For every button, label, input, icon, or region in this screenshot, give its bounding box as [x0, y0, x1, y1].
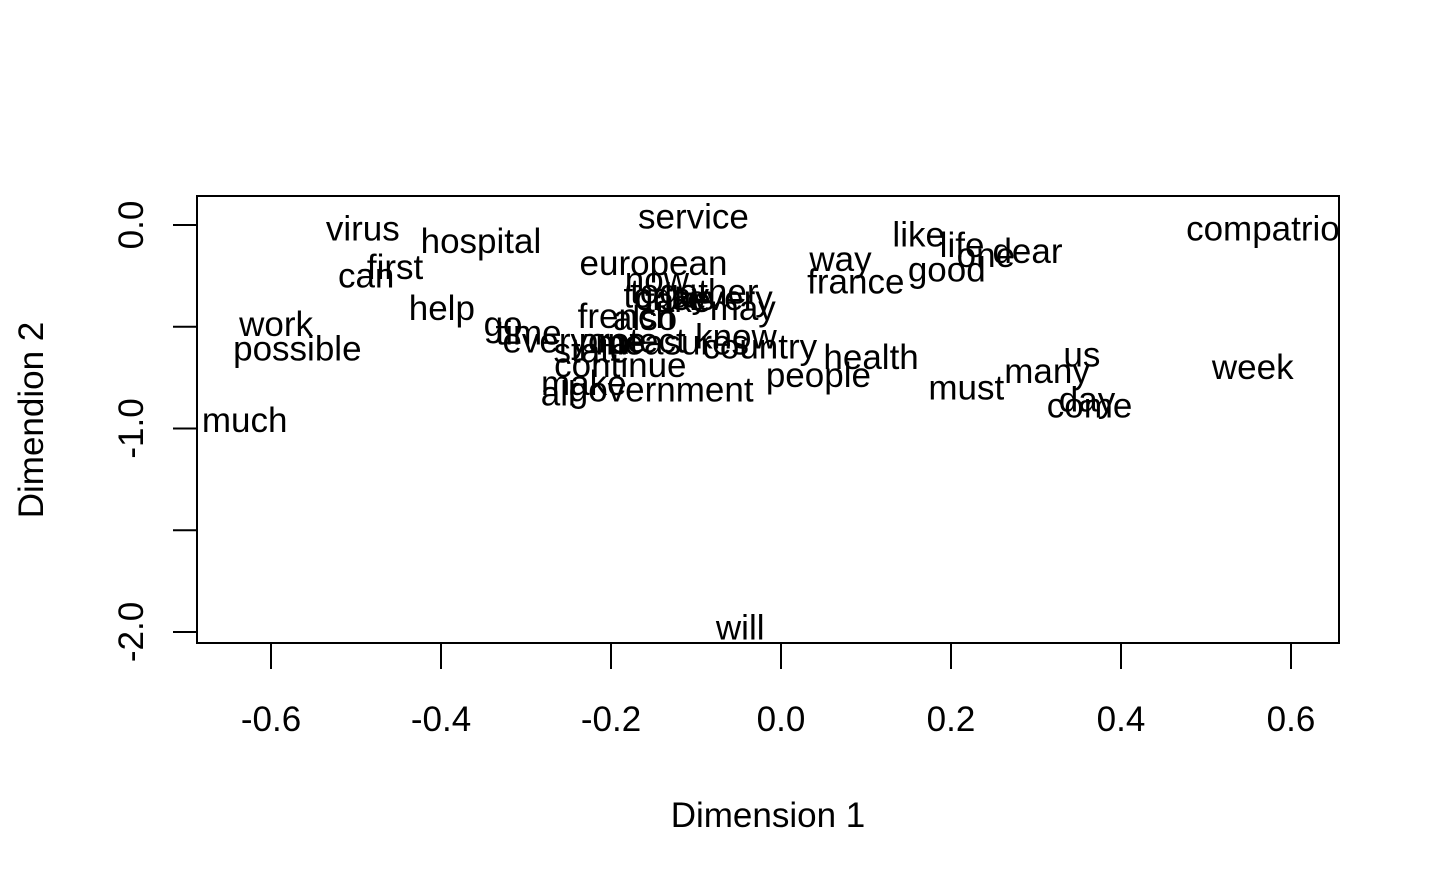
point-label: european — [580, 244, 728, 283]
x-tick-label: -0.2 — [581, 700, 641, 739]
point-label: many — [1004, 352, 1090, 391]
point-label: come — [1047, 387, 1133, 426]
point-label: continue — [554, 346, 686, 385]
point-label: people — [766, 356, 871, 395]
y-tick-label: -1.0 — [112, 398, 151, 458]
point-label: france — [807, 262, 904, 301]
point-label: government — [569, 370, 754, 409]
point-label: health — [823, 338, 918, 377]
point-label: way — [808, 240, 872, 279]
point-label: all — [541, 374, 576, 413]
x-tick-label: 0.6 — [1267, 700, 1316, 739]
point-label: go — [484, 305, 523, 344]
point-label: may — [710, 289, 777, 328]
point-label: good — [908, 250, 986, 289]
point-label: state — [554, 332, 630, 371]
point-label: must — [928, 368, 1004, 407]
point-label: today — [623, 277, 709, 316]
y-tick-label: 0.0 — [112, 201, 151, 250]
word-points: service virus hospital compatriots likelifeo… — [202, 197, 1367, 647]
x-axis-title: Dimension 1 — [671, 796, 866, 835]
point-label: everyone — [502, 321, 646, 360]
point-label: hospital — [421, 222, 542, 261]
point-label: virus — [326, 210, 400, 249]
point-label: will — [715, 608, 765, 647]
point-label: life — [940, 226, 985, 265]
point-label: compatriots — [1186, 210, 1367, 249]
point-label: know — [695, 317, 777, 356]
point-label: now — [625, 260, 690, 299]
x-tick-label: 0.4 — [1097, 700, 1146, 739]
point-label: time — [495, 313, 561, 352]
x-tick-label: 0.0 — [757, 700, 806, 739]
point-label: one — [957, 236, 1015, 275]
point-label: crisis — [635, 279, 715, 318]
point-label: possible — [233, 330, 361, 369]
point-label: service — [638, 197, 749, 236]
point-label: help — [409, 289, 475, 328]
point-label: day — [1059, 381, 1116, 420]
y-axis: 0.0 -1.0 -2.0 — [112, 201, 198, 662]
point-label: together — [630, 273, 759, 312]
point-label: make — [541, 364, 627, 403]
point-label: work — [238, 305, 313, 344]
y-axis-title: Dimendion 2 — [12, 322, 51, 519]
x-tick-label: -0.4 — [411, 700, 471, 739]
point-label: much — [202, 401, 288, 440]
point-label: week — [1211, 348, 1294, 387]
x-tick-label: -0.6 — [241, 700, 301, 739]
x-axis: -0.6 -0.4 -0.2 0.0 0.2 0.4 0.6 — [241, 642, 1316, 739]
point-label: also — [613, 299, 677, 338]
point-label: can — [338, 256, 394, 295]
point-label: us — [1063, 336, 1100, 375]
point-label: like — [892, 216, 945, 255]
point-label: first — [367, 248, 424, 287]
point-label: french — [578, 297, 675, 336]
point-label: take — [645, 281, 711, 320]
y-tick-label: -2.0 — [112, 602, 151, 662]
point-label: protect — [579, 321, 686, 360]
point-label: every — [687, 279, 773, 318]
point-label: country — [702, 328, 817, 367]
point-label: dear — [992, 232, 1062, 271]
x-tick-label: 0.2 — [927, 700, 976, 739]
point-label: measures — [595, 324, 749, 363]
